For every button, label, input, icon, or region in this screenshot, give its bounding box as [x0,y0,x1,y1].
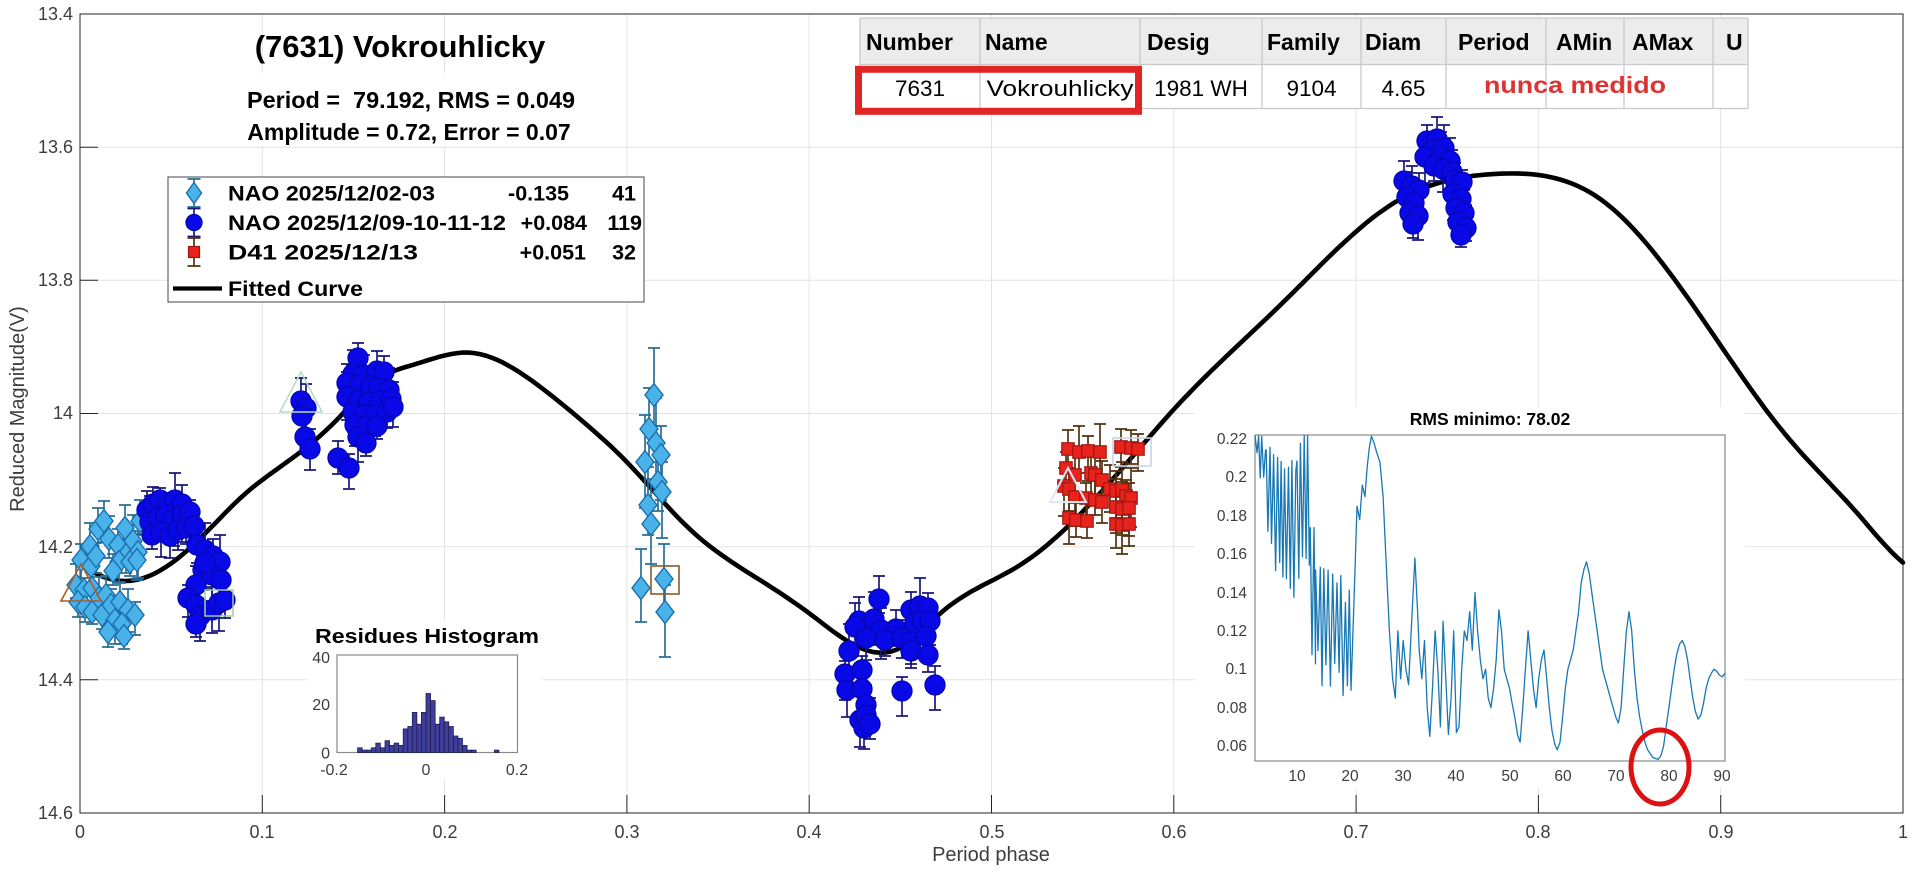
svg-text:0.1: 0.1 [1225,661,1247,678]
svg-text:0.7: 0.7 [1343,822,1368,842]
svg-text:41: 41 [612,182,636,206]
svg-text:0.3: 0.3 [614,822,639,842]
svg-text:AMin: AMin [1556,29,1612,55]
svg-text:0: 0 [321,746,330,763]
svg-text:1: 1 [1898,822,1908,842]
svg-text:Period: Period [1458,29,1530,55]
svg-text:Number: Number [866,29,953,55]
svg-text:NAO 2025/12/09-10-11-12: NAO 2025/12/09-10-11-12 [228,211,506,235]
svg-text:60: 60 [1554,768,1572,785]
svg-text:U: U [1726,29,1743,55]
svg-text:Desig: Desig [1147,29,1210,55]
svg-text:(7631) Vokrouhlicky: (7631) Vokrouhlicky [255,29,546,64]
svg-text:Amplitude = 0.72, Error = 0.07: Amplitude = 0.72, Error = 0.07 [247,119,570,145]
svg-text:Fitted Curve: Fitted Curve [228,277,363,301]
svg-text:0.5: 0.5 [979,822,1004,842]
svg-text:0.9: 0.9 [1708,822,1733,842]
svg-text:NAO 2025/12/02-03: NAO 2025/12/02-03 [228,182,435,206]
svg-text:14.2: 14.2 [38,537,73,557]
svg-text:0.14: 0.14 [1217,585,1248,602]
svg-text:32: 32 [612,241,636,265]
svg-text:AMax: AMax [1632,29,1694,55]
svg-text:0.4: 0.4 [796,822,821,842]
svg-text:0.22: 0.22 [1217,431,1247,448]
svg-text:D41 2025/12/13: D41 2025/12/13 [228,241,418,265]
svg-text:+0.084: +0.084 [521,211,587,235]
svg-text:nunca medido: nunca medido [1484,72,1666,98]
svg-text:Reduced Magnitude(V): Reduced Magnitude(V) [7,306,29,512]
svg-text:Period phase: Period phase [932,844,1050,866]
svg-text:0.12: 0.12 [1217,623,1247,640]
svg-text:7631: 7631 [895,76,945,101]
svg-text:1981 WH: 1981 WH [1154,76,1248,101]
svg-text:Name: Name [985,29,1048,55]
svg-text:0.2: 0.2 [1225,469,1247,486]
svg-text:40: 40 [1447,768,1465,785]
svg-text:119: 119 [607,211,642,235]
svg-text:0.1: 0.1 [249,822,274,842]
svg-text:0.08: 0.08 [1217,700,1247,717]
svg-text:0.6: 0.6 [1161,822,1186,842]
svg-text:20: 20 [1341,768,1359,785]
svg-text:0.8: 0.8 [1525,822,1550,842]
svg-text:40: 40 [312,650,330,667]
svg-text:4.65: 4.65 [1382,76,1426,101]
svg-text:13.4: 13.4 [38,4,73,24]
svg-text:14: 14 [53,403,73,423]
svg-text:0.18: 0.18 [1217,508,1247,525]
svg-text:10: 10 [1288,768,1306,785]
svg-text:-0.135: -0.135 [508,182,569,206]
svg-text:0: 0 [75,822,85,842]
svg-text:13.6: 13.6 [38,137,73,157]
svg-text:0.06: 0.06 [1217,738,1247,755]
svg-text:14.4: 14.4 [38,670,73,690]
svg-text:0.16: 0.16 [1217,546,1247,563]
svg-text:+0.051: +0.051 [520,241,586,265]
svg-text:70: 70 [1607,768,1625,785]
svg-text:90: 90 [1713,768,1731,785]
svg-text:-0.2: -0.2 [320,762,348,779]
svg-text:30: 30 [1394,768,1412,785]
svg-text:Vokrouhlicky: Vokrouhlicky [987,76,1135,101]
svg-text:0.2: 0.2 [506,762,528,779]
svg-text:50: 50 [1501,768,1519,785]
svg-text:9104: 9104 [1286,76,1336,101]
svg-text:0: 0 [422,762,431,779]
svg-text:0.2: 0.2 [432,822,457,842]
svg-text:20: 20 [312,697,330,714]
svg-text:14.6: 14.6 [38,803,73,823]
svg-text:Family: Family [1267,29,1340,55]
svg-text:Residues Histogram: Residues Histogram [315,626,539,648]
svg-text:13.8: 13.8 [38,270,73,290]
svg-text:Period = 79.192, RMS = 0.049: Period = 79.192, RMS = 0.049 [247,87,575,113]
svg-text:Diam: Diam [1365,29,1421,55]
svg-text:80: 80 [1660,768,1678,785]
svg-text:RMS minimo: 78.02: RMS minimo: 78.02 [1410,409,1571,429]
